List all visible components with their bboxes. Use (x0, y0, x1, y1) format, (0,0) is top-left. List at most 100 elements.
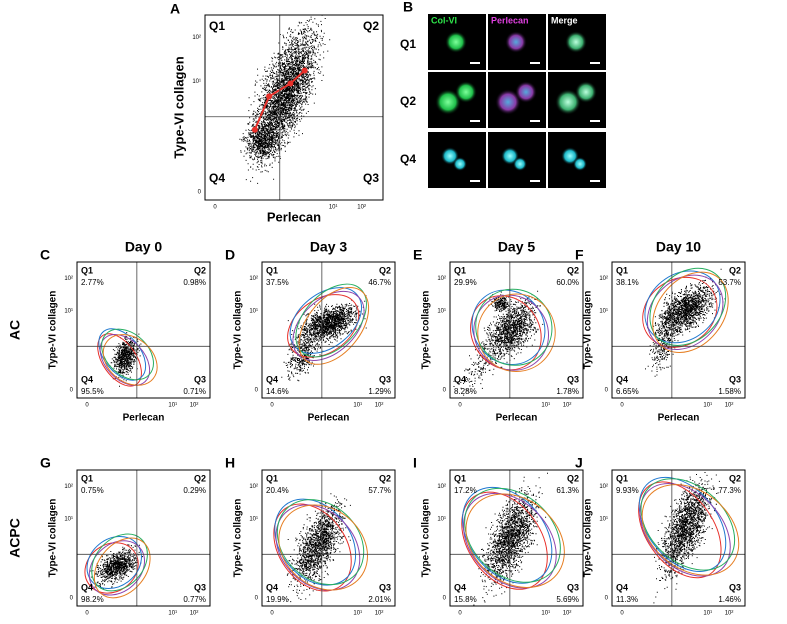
contour (475, 288, 553, 366)
contour (641, 484, 740, 576)
scale-bar (470, 62, 480, 64)
y-tick-label: 10² (249, 276, 258, 282)
plot-area (273, 493, 369, 603)
quadrant-label: Q3 (729, 374, 741, 384)
x-tick-label: 10² (357, 205, 366, 211)
quadrant-label: Q3 (363, 171, 379, 185)
quadrant-label: Q4 (454, 582, 466, 592)
quadrant-percent: 0.29% (183, 486, 206, 495)
y-tick-label: 10¹ (64, 517, 73, 523)
y-tick-label: 0 (605, 388, 609, 394)
plot-area (638, 470, 740, 604)
quadrant-percent: 1.46% (718, 595, 741, 604)
y-tick-label: 10² (437, 484, 446, 490)
x-tick-label: 10¹ (329, 205, 338, 211)
contour (102, 334, 158, 386)
quadrant-percent: 20.4% (266, 486, 289, 495)
contour (477, 293, 556, 372)
contour (461, 491, 548, 590)
y-tick-label: 0 (70, 388, 74, 394)
plot-frame (611, 469, 746, 607)
event-dots (645, 268, 726, 377)
x-tick-label: 10¹ (703, 611, 712, 617)
quadrant-percent: 37.5% (266, 278, 289, 287)
cell (453, 157, 467, 171)
quadrant-label: Q1 (209, 19, 225, 33)
quadrant-percent: 2.01% (368, 595, 391, 604)
trend-point (287, 80, 294, 87)
y-axis-title: Type-VI collagen (421, 291, 432, 370)
x-tick-label: 10² (190, 611, 199, 617)
quadrant-label: Q1 (266, 473, 278, 483)
contour (93, 537, 151, 599)
quadrant-label: Q3 (194, 374, 206, 384)
cell (515, 81, 537, 103)
x-tick-label: 0 (85, 611, 89, 617)
panel-letter: H (225, 455, 235, 471)
plot-frame (204, 14, 384, 201)
scale-bar (470, 180, 480, 182)
y-tick-label: 10² (192, 35, 201, 41)
x-tick-label: 10¹ (353, 611, 362, 617)
quadrant-label: Q3 (379, 374, 391, 384)
x-tick-label: 10¹ (168, 403, 177, 409)
contour (97, 333, 142, 387)
contour (298, 287, 370, 365)
contour (652, 271, 729, 353)
quadrant-percent: 5.69% (556, 595, 579, 604)
y-axis-title: Type-VI collagen (421, 499, 432, 578)
quadrant-label: Q3 (379, 582, 391, 592)
y-tick-label: 0 (255, 596, 259, 602)
contour (278, 504, 369, 591)
column-header: Day 5 (498, 239, 536, 255)
channel-label: Col-VI (431, 15, 457, 25)
quadrant-label: Q1 (81, 473, 93, 483)
scale-bar (470, 120, 480, 122)
cell (573, 157, 587, 171)
flow-plot: Q1 29.9% Q2 60.0% Q4 8.28% Q3 1.78% 10² 10¹ 0 0 10¹ 1… (421, 261, 584, 424)
contour (642, 276, 718, 348)
plot-frame (76, 469, 211, 607)
y-axis-title: Type-VI collagen (48, 291, 59, 370)
plot-frame (449, 469, 584, 607)
x-tick-label: 10¹ (541, 403, 550, 409)
y-tick-label: 10¹ (249, 517, 258, 523)
cell (495, 89, 521, 115)
row-label: Q4 (400, 152, 416, 166)
y-tick-label: 0 (70, 596, 74, 602)
y-axis-title: Type-VI collagen (48, 499, 59, 578)
flow-plot: Q1 37.5% Q2 46.7% Q4 14.6% Q3 1.29% 10² 10¹ 0 0 10¹ 1… (233, 261, 396, 424)
contour (463, 492, 557, 589)
flow-plot: Q1 38.1% Q2 53.7% Q4 6.65% Q3 1.58% 10² 10¹ 0 0 10¹ 1… (583, 261, 746, 424)
y-tick-label: 10¹ (599, 517, 608, 523)
x-tick-label: 0 (458, 611, 462, 617)
contour (295, 283, 367, 358)
x-axis-title: Perlecan (267, 209, 321, 224)
y-tick-label: 0 (443, 388, 447, 394)
panel-letter: G (40, 455, 51, 471)
quadrant-label: Q1 (616, 265, 628, 275)
plot-area (97, 328, 158, 387)
cell (555, 89, 581, 115)
plot-area (84, 533, 151, 599)
y-tick-label: 10² (249, 484, 258, 490)
column-header: Day 10 (656, 239, 701, 255)
quadrant-label: Q4 (81, 582, 93, 592)
event-dots (90, 544, 143, 589)
quadrant-percent: 46.7% (368, 278, 391, 287)
contour (473, 294, 550, 371)
quadrant-percent: 77.3% (718, 486, 741, 495)
y-tick-label: 10² (64, 484, 73, 490)
y-axis-title: Type-VI collagen (233, 291, 244, 370)
plot-frame (449, 261, 584, 399)
event-dots (653, 470, 720, 604)
event-dots (239, 15, 331, 184)
quadrant-label: Q1 (454, 473, 466, 483)
contour (292, 290, 365, 361)
quadrant-percent: 9.93% (616, 486, 639, 495)
quadrant-label: Q2 (567, 265, 579, 275)
row-label: Q2 (400, 94, 416, 108)
quadrant-percent: 11.3% (616, 595, 638, 604)
quadrant-label: Q4 (616, 582, 628, 592)
x-axis-title: Perlecan (308, 413, 350, 424)
